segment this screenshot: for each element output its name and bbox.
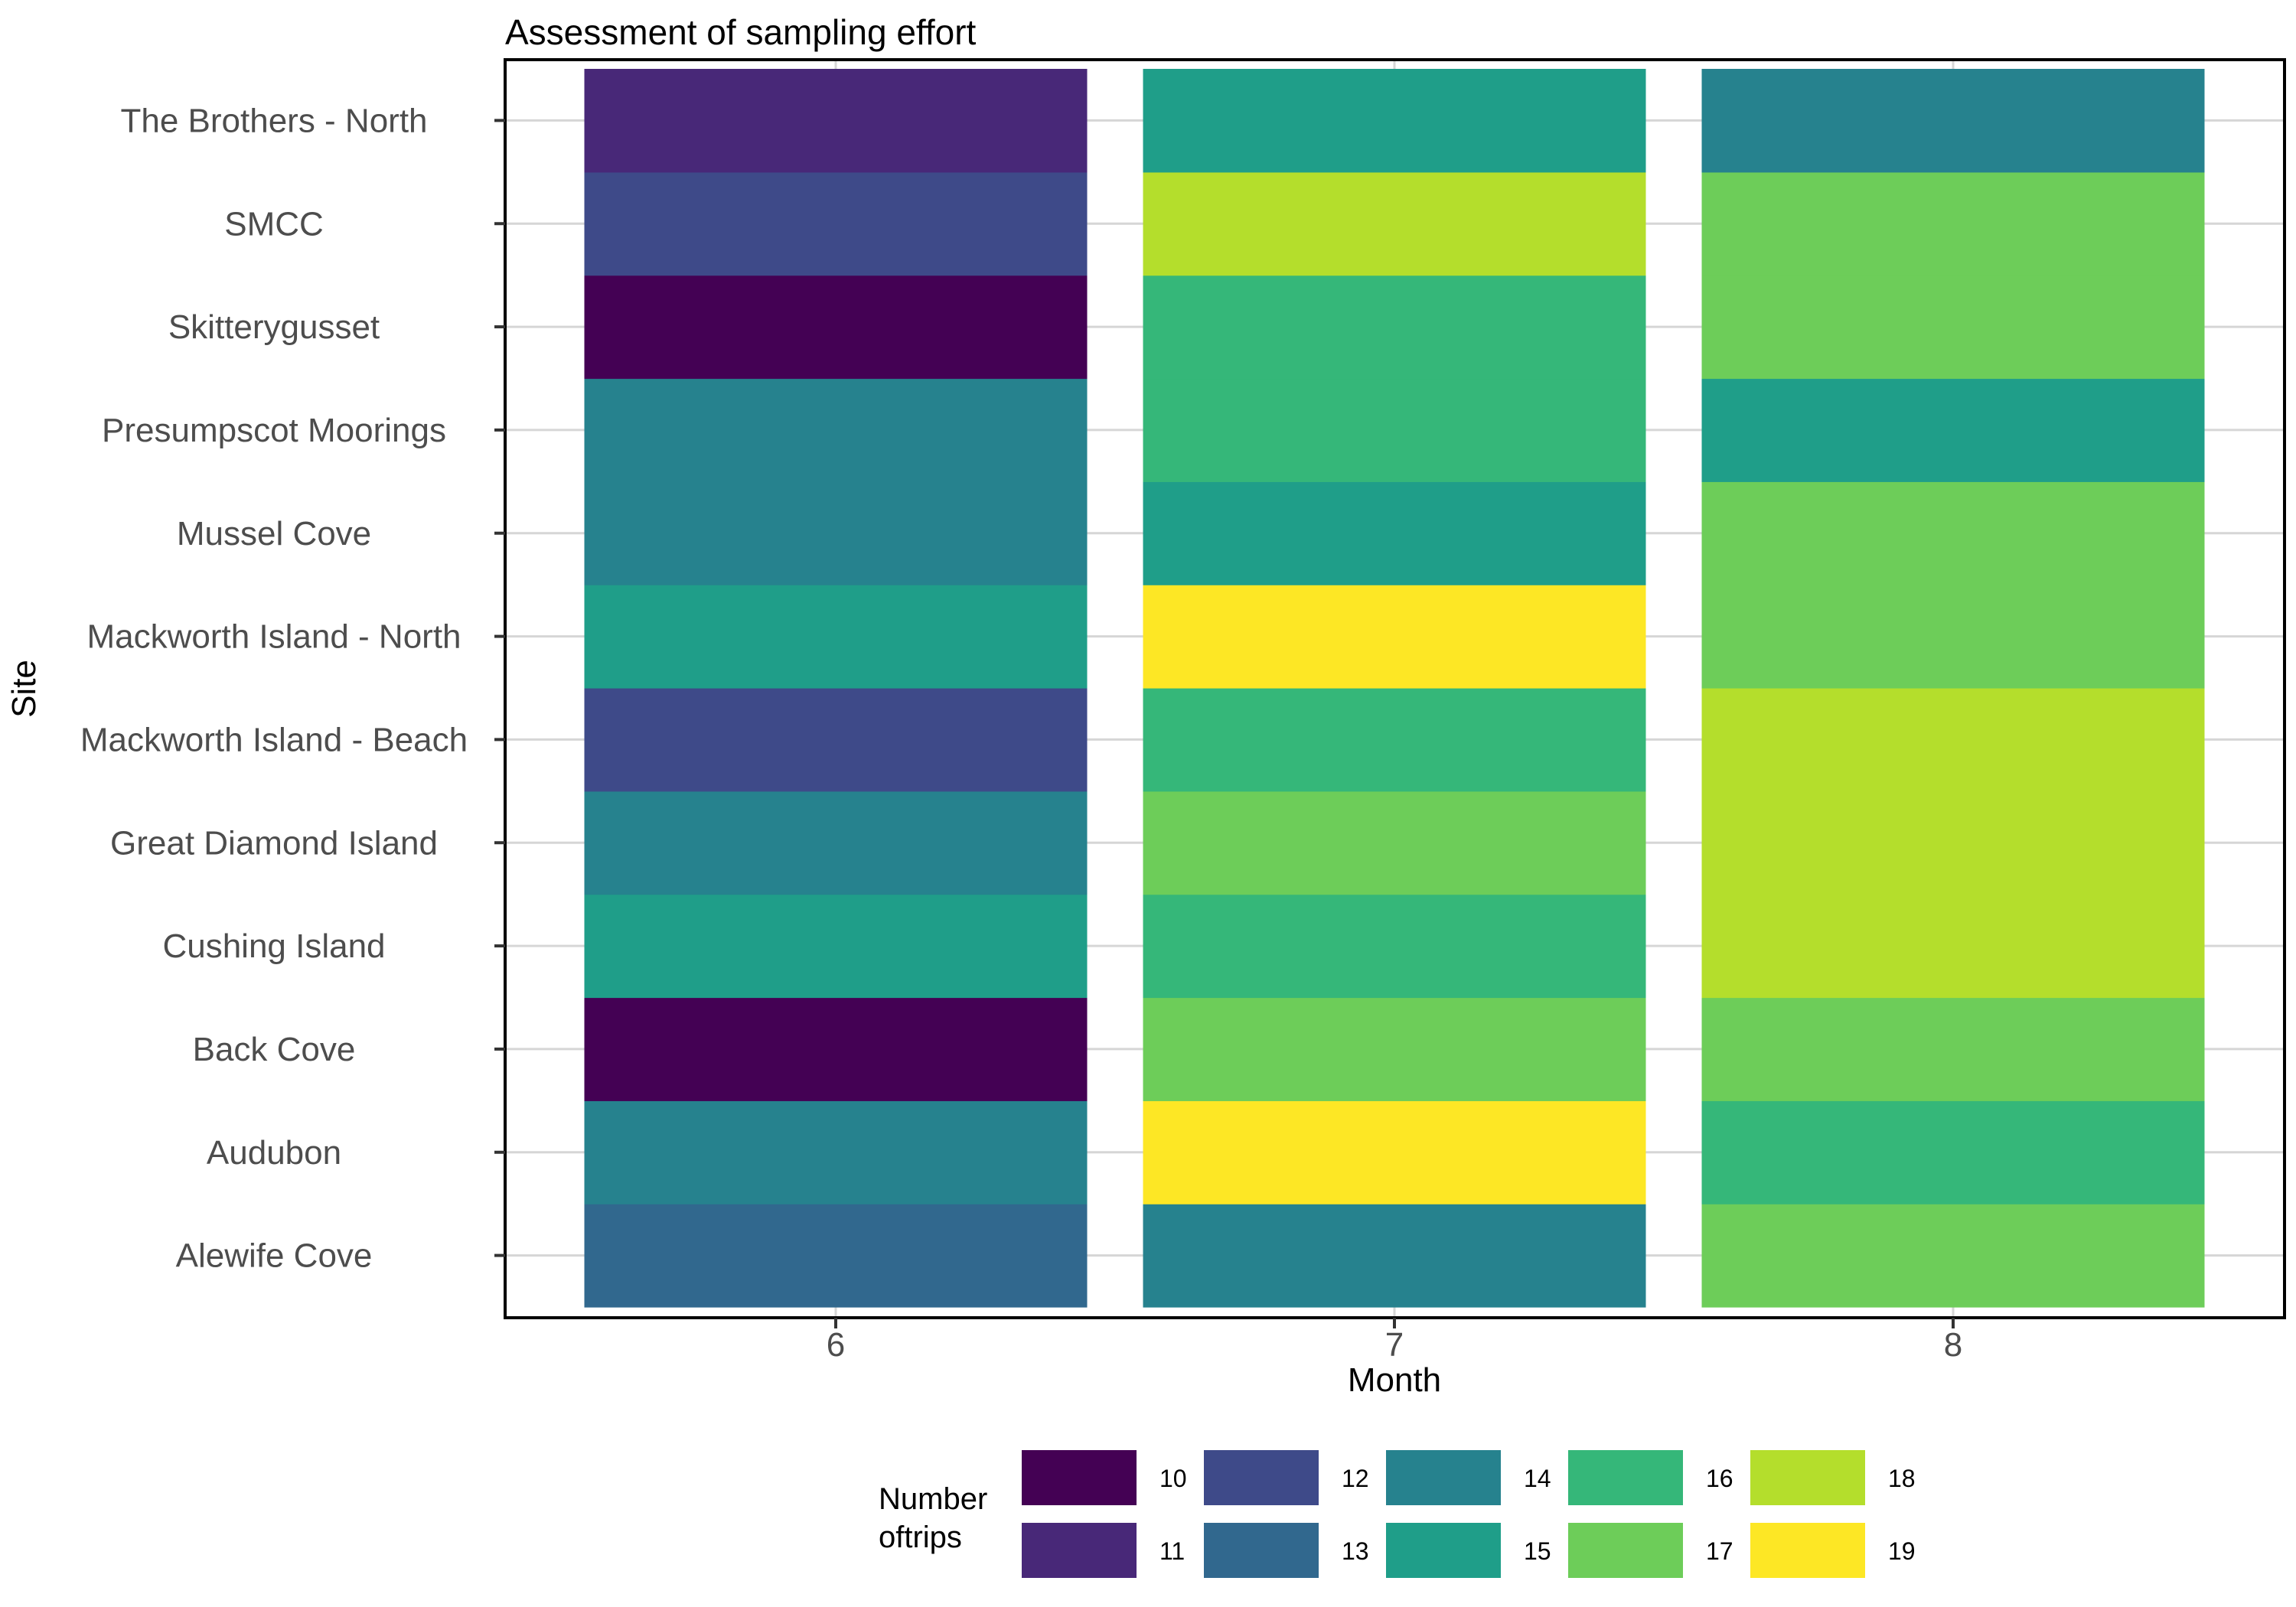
heatmap-cell [1701,275,2205,380]
legend-key [1568,1523,1683,1578]
legend-label: 11 [1159,1537,1185,1565]
heatmap-cell [1701,585,2205,689]
heatmap-cell [1143,688,1646,792]
y-tick-label: Great Diamond Island [110,824,438,862]
chart-title: Assessment of sampling effort [505,12,977,52]
heatmap-cells [584,69,2205,1308]
legend-key [1750,1523,1865,1578]
heatmap-cell [584,1100,1088,1204]
heatmap-cell [1143,275,1646,380]
y-tick-label: Back Cove [193,1031,356,1068]
heatmap-cell [1701,378,2205,482]
legend-key [1386,1523,1501,1578]
heatmap-cell [1143,171,1646,276]
heatmap-cell [584,275,1088,380]
heatmap-cell [584,378,1088,482]
y-tick-label: Skitterygusset [168,308,380,346]
heatmap-cell [584,790,1088,895]
legend-key [1022,1523,1137,1578]
y-tick-label: SMCC [224,205,324,243]
x-axis-title: Month [1348,1361,1441,1399]
legend-key [1568,1450,1683,1505]
legend-label: 14 [1524,1465,1551,1492]
heatmap-cell [1701,1204,2205,1308]
heatmap-cell [1143,585,1646,689]
heatmap-cell [584,997,1088,1101]
legend-key [1204,1523,1319,1578]
heatmap-cell [584,481,1088,585]
heatmap-cell [1143,790,1646,895]
heatmap-cell [584,585,1088,689]
y-tick-label: Audubon [207,1134,341,1172]
x-tick-label: 6 [827,1326,845,1364]
heatmap-cell [1143,378,1646,482]
heatmap-cell [1701,688,2205,792]
legend-label: 12 [1342,1465,1369,1492]
heatmap-cell [1143,69,1646,173]
y-tick-label: Cushing Island [162,927,385,965]
heatmap-cell [1143,1100,1646,1204]
heatmap-cell [584,688,1088,792]
legend-key [1386,1450,1501,1505]
y-tick-label: Mussel Cove [177,515,371,553]
y-axis: Alewife Cove Audubon Back Cove Cushing Isla… [80,102,505,1275]
legend-key [1750,1450,1865,1505]
heatmap-cell [1143,1204,1646,1308]
y-tick-label: The Brothers - North [120,102,427,139]
heatmap-cell [1701,894,2205,999]
x-tick-label: 8 [1944,1326,1962,1364]
legend: Number oftrips 10 11 12 13 14 15 16 17 18 19 [879,1450,1916,1578]
heatmap-cell [1701,1100,2205,1204]
legend-label: 18 [1888,1465,1916,1492]
heatmap-cell [584,171,1088,276]
heatmap-cell [1143,894,1646,999]
x-tick-label: 7 [1385,1326,1404,1364]
heatmap-cell [584,69,1088,173]
legend-title: Number [879,1482,987,1516]
heatmap-cell [1701,790,2205,895]
legend-key [1204,1450,1319,1505]
heatmap-cell [1701,997,2205,1101]
y-axis-title: Site [5,660,43,718]
legend-label: 13 [1342,1537,1369,1565]
heatmap-cell [1143,997,1646,1101]
legend-label: 17 [1706,1537,1733,1565]
heatmap-cell [1701,481,2205,585]
heatmap-cell [584,1204,1088,1308]
x-axis: 6 7 8 [827,1318,1962,1364]
heatmap-cell [1701,69,2205,173]
heatmap-cell [1701,171,2205,276]
legend-key [1022,1450,1137,1505]
y-tick-label: Mackworth Island - Beach [80,721,468,758]
legend-label: 16 [1706,1465,1733,1492]
heatmap-cell [1143,481,1646,585]
legend-label: 15 [1524,1537,1551,1565]
y-tick-label: Mackworth Island - North [86,618,461,656]
legend-label: 10 [1159,1465,1187,1492]
heatmap-cell [584,894,1088,999]
y-tick-label: Presumpscot Moorings [102,412,446,449]
legend-label: 19 [1888,1537,1916,1565]
legend-title: oftrips [879,1521,962,1554]
y-tick-label: Alewife Cove [176,1237,373,1275]
